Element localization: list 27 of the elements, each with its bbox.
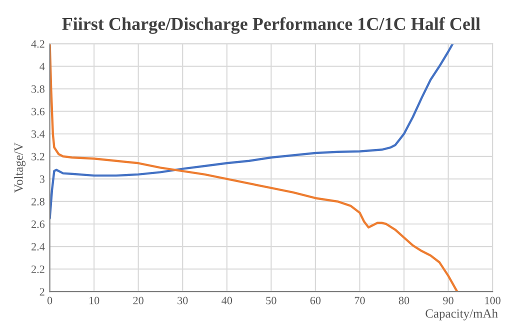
x-axis-title: Capacity/mAh: [426, 308, 498, 320]
x-tick-label: 20: [133, 296, 144, 304]
y-tick-label: 3.6: [32, 108, 45, 116]
y-tick-label: 4: [40, 62, 45, 70]
y-tick-label: 2.4: [32, 243, 45, 251]
x-tick-label: 50: [266, 296, 276, 304]
y-tick-label: 2: [40, 288, 44, 296]
x-tick-label: 30: [178, 296, 188, 304]
x-tick-label: 0: [47, 296, 52, 304]
y-axis-title: Voltage/V: [14, 142, 26, 193]
y-tick-label: 3.8: [32, 85, 44, 93]
y-tick-label: 3.4: [32, 130, 45, 138]
x-tick-label: 90: [443, 296, 454, 304]
chart-title: Fiirst Charge/Discharge Performance 1C/1C Half Cell: [62, 17, 480, 34]
x-tick-label: 80: [398, 296, 410, 304]
y-tick-label: 3.2: [32, 152, 44, 160]
x-tick-label: 70: [354, 296, 365, 304]
y-tick-label: 2.6: [32, 220, 45, 228]
x-tick-label: 60: [310, 296, 321, 304]
y-tick-label: 4.2: [31, 40, 44, 48]
line-series: [50, 44, 454, 220]
y-tick-label: 3: [40, 175, 44, 183]
x-tick-label: 100: [485, 296, 500, 304]
x-tick-label: 10: [89, 296, 100, 304]
y-tick-label: 2.8: [32, 198, 44, 206]
x-tick-label: 40: [222, 296, 232, 304]
y-tick-label: 2.2: [32, 266, 44, 274]
